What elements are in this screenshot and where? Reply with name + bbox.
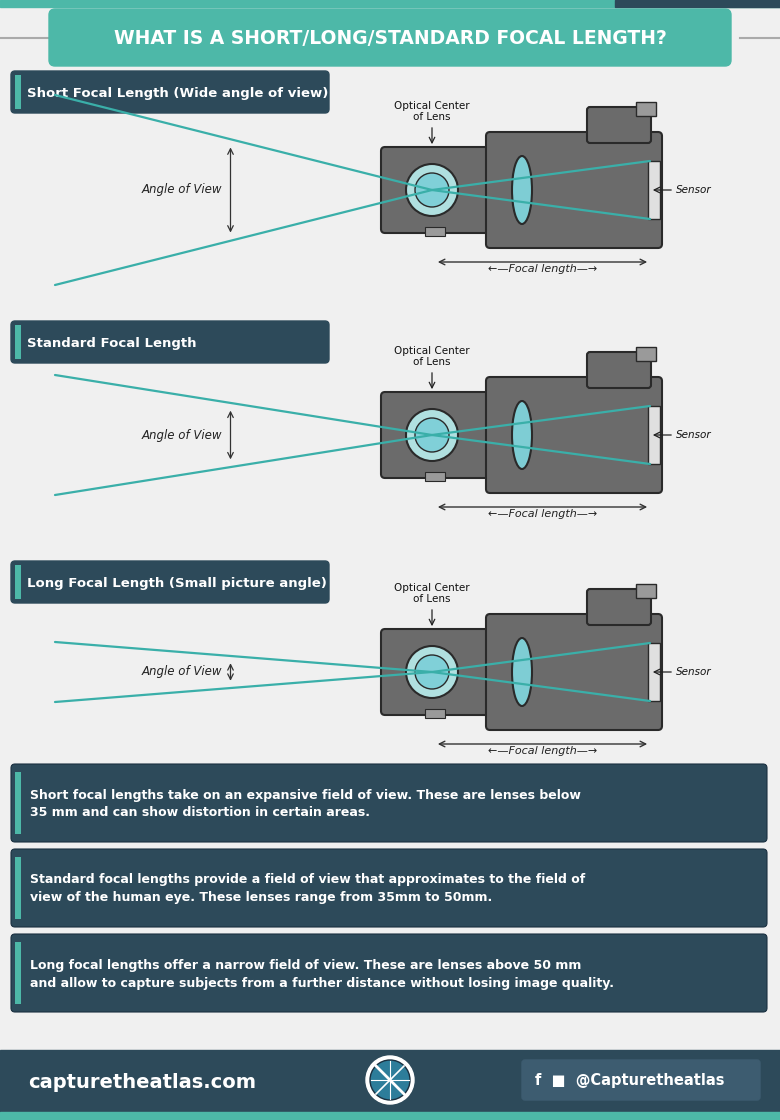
Bar xyxy=(636,584,656,598)
FancyBboxPatch shape xyxy=(11,321,329,363)
Bar xyxy=(648,643,660,701)
FancyBboxPatch shape xyxy=(381,147,489,233)
Text: ←—Focal length—→: ←—Focal length—→ xyxy=(488,746,597,756)
FancyBboxPatch shape xyxy=(486,377,662,493)
Bar xyxy=(0,0,780,7)
Circle shape xyxy=(366,1056,414,1104)
Text: Standard focal lengths provide a field of view that approximates to the field of: Standard focal lengths provide a field o… xyxy=(30,874,585,905)
FancyBboxPatch shape xyxy=(486,614,662,730)
Bar xyxy=(15,325,21,360)
Bar xyxy=(15,564,21,599)
Bar xyxy=(15,772,21,834)
Bar xyxy=(636,347,656,361)
Text: ←—Focal length—→: ←—Focal length—→ xyxy=(488,264,597,274)
Bar xyxy=(0,1051,780,1120)
FancyBboxPatch shape xyxy=(486,132,662,248)
Circle shape xyxy=(406,164,458,216)
Bar xyxy=(425,472,445,480)
Text: ←—Focal length—→: ←—Focal length—→ xyxy=(488,508,597,519)
FancyBboxPatch shape xyxy=(381,629,489,715)
Text: Sensor: Sensor xyxy=(676,185,711,195)
FancyBboxPatch shape xyxy=(587,108,651,143)
Bar xyxy=(425,227,445,236)
Circle shape xyxy=(406,646,458,698)
Text: Short focal lengths take on an expansive field of view. These are lenses below
3: Short focal lengths take on an expansive… xyxy=(30,788,581,820)
Circle shape xyxy=(406,409,458,461)
Bar xyxy=(0,1112,780,1120)
FancyBboxPatch shape xyxy=(49,9,731,66)
FancyBboxPatch shape xyxy=(381,392,489,478)
Text: f  ■  @Capturetheatlas: f ■ @Capturetheatlas xyxy=(535,1073,725,1089)
Text: Short Focal Length (Wide angle of view): Short Focal Length (Wide angle of view) xyxy=(27,86,328,100)
Circle shape xyxy=(415,172,449,207)
Bar xyxy=(15,75,21,109)
Ellipse shape xyxy=(512,156,532,224)
Text: Standard Focal Length: Standard Focal Length xyxy=(27,336,197,349)
Text: capturetheatlas.com: capturetheatlas.com xyxy=(28,1073,256,1092)
Text: Long Focal Length (Small picture angle): Long Focal Length (Small picture angle) xyxy=(27,577,327,589)
Bar xyxy=(425,709,445,718)
Text: of Lens: of Lens xyxy=(413,357,451,367)
Text: of Lens: of Lens xyxy=(413,594,451,604)
Text: Sensor: Sensor xyxy=(676,668,711,676)
Text: Angle of View: Angle of View xyxy=(142,184,222,196)
Bar xyxy=(648,407,660,464)
Bar xyxy=(15,857,21,920)
Text: Optical Center: Optical Center xyxy=(394,101,470,111)
Ellipse shape xyxy=(512,638,532,706)
Bar xyxy=(648,161,660,220)
FancyBboxPatch shape xyxy=(587,352,651,388)
Text: of Lens: of Lens xyxy=(413,112,451,122)
Circle shape xyxy=(370,1060,410,1100)
Text: Angle of View: Angle of View xyxy=(142,429,222,441)
FancyBboxPatch shape xyxy=(587,589,651,625)
Ellipse shape xyxy=(512,401,532,469)
Text: Angle of View: Angle of View xyxy=(142,665,222,679)
FancyBboxPatch shape xyxy=(11,71,329,113)
FancyBboxPatch shape xyxy=(11,934,767,1012)
Text: Optical Center: Optical Center xyxy=(394,346,470,356)
Circle shape xyxy=(415,655,449,689)
FancyBboxPatch shape xyxy=(11,764,767,842)
Bar xyxy=(15,942,21,1004)
Bar xyxy=(636,102,656,116)
Text: Sensor: Sensor xyxy=(676,430,711,440)
Text: Long focal lengths offer a narrow field of view. These are lenses above 50 mm
an: Long focal lengths offer a narrow field … xyxy=(30,959,614,989)
Circle shape xyxy=(415,418,449,452)
FancyBboxPatch shape xyxy=(522,1060,760,1100)
Bar xyxy=(615,0,780,7)
FancyBboxPatch shape xyxy=(11,561,329,603)
Text: Optical Center: Optical Center xyxy=(394,584,470,592)
Text: WHAT IS A SHORT/LONG/STANDARD FOCAL LENGTH?: WHAT IS A SHORT/LONG/STANDARD FOCAL LENG… xyxy=(114,28,666,47)
FancyBboxPatch shape xyxy=(11,849,767,927)
